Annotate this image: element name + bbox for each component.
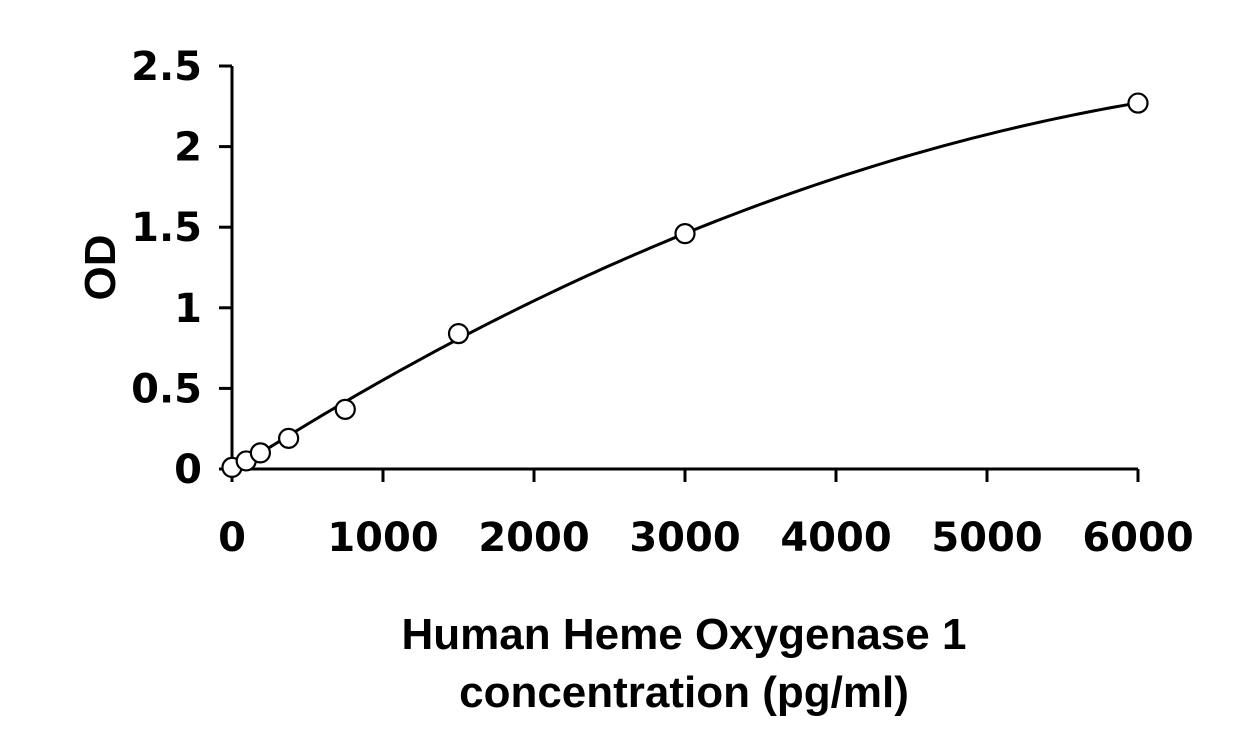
x-tick-label: 6000	[1082, 515, 1193, 561]
x-tick-label: 2000	[478, 515, 589, 561]
x-tick-label: 5000	[931, 515, 1042, 561]
data-point	[249, 442, 271, 464]
data-point	[334, 398, 356, 420]
x-tick-label: 1000	[327, 515, 438, 561]
y-tick-label: 1	[174, 286, 202, 332]
y-tick-label: 1.5	[131, 205, 202, 251]
data-points	[221, 92, 1149, 478]
y-tick-label: 0.5	[131, 366, 202, 412]
data-point	[447, 322, 470, 345]
y-axis-label: OD	[76, 235, 125, 301]
fit-curve-line	[231, 101, 1139, 473]
y-axis-ticks: 0 0.5 1 1.5 2 2.5	[131, 44, 232, 493]
y-tick-label: 2.5	[131, 44, 202, 90]
data-point	[1127, 92, 1149, 114]
x-tick-label: 3000	[629, 515, 740, 561]
y-tick-label: 2	[174, 125, 202, 171]
data-point	[278, 427, 300, 449]
data-point	[674, 223, 696, 245]
x-axis-ticks: 0 1000 2000 3000 4000 5000 6000	[218, 469, 1194, 561]
x-axis-label-line-1: Human Heme Oxygenase 1	[402, 610, 967, 659]
x-tick-label: 0	[218, 515, 246, 561]
x-tick-label: 4000	[780, 515, 891, 561]
y-tick-label: 0	[174, 447, 202, 493]
x-axis-label-line-2: concentration (pg/ml)	[459, 668, 909, 717]
